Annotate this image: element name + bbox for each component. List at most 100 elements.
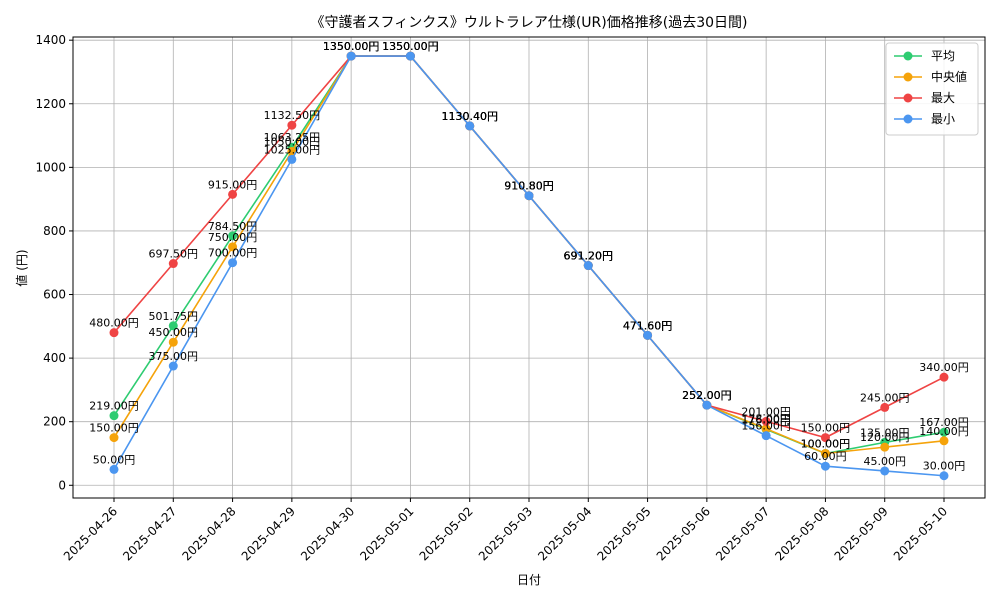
data-label: 1350.00円 xyxy=(323,40,380,53)
data-point xyxy=(643,330,653,340)
data-label: 910.80円 xyxy=(504,180,554,193)
y-tick-label: 1200 xyxy=(35,97,66,111)
data-label: 45.00円 xyxy=(863,455,906,468)
x-tick-label: 2025-04-29 xyxy=(239,504,298,563)
data-label: 750.00円 xyxy=(208,231,258,244)
data-label: 784.50円 xyxy=(208,220,258,233)
data-point xyxy=(761,424,771,434)
grid-lines xyxy=(73,37,985,498)
data-point xyxy=(228,258,238,268)
data-label: 30.00円 xyxy=(923,460,966,473)
data-point xyxy=(168,321,178,331)
data-label: 1050.00円 xyxy=(264,135,321,148)
data-label: 178.00円 xyxy=(741,413,791,426)
data-label: 252.00円 xyxy=(682,389,732,402)
x-tick-label: 2025-05-08 xyxy=(772,504,831,563)
x-tick-label: 2025-04-27 xyxy=(120,504,179,563)
data-label: 1350.00円 xyxy=(382,40,439,53)
data-point xyxy=(820,433,830,443)
data-point xyxy=(880,466,890,476)
data-label: 100.00円 xyxy=(801,437,851,450)
data-label: 60.00円 xyxy=(804,450,847,463)
data-label: 167.00円 xyxy=(919,416,969,429)
legend-label: 最大 xyxy=(931,91,955,105)
data-label: 1025.00円 xyxy=(264,143,321,156)
data-label: 910.80円 xyxy=(504,180,554,193)
x-tick-label: 2025-05-01 xyxy=(357,504,416,563)
data-point xyxy=(583,261,593,271)
data-label: 471.60円 xyxy=(623,319,673,332)
data-point xyxy=(109,328,119,338)
legend-label: 中央値 xyxy=(931,69,967,84)
x-tick-label: 2025-05-06 xyxy=(654,504,713,563)
data-label: 201.00円 xyxy=(741,405,791,418)
x-tick-label: 2025-04-30 xyxy=(298,504,357,563)
legend-marker xyxy=(903,93,913,103)
data-label: 135.00円 xyxy=(860,426,910,439)
x-tick-label: 2025-04-26 xyxy=(61,504,120,563)
legend-marker xyxy=(903,114,913,124)
legend-frame xyxy=(885,42,979,136)
data-label: 501.75円 xyxy=(149,310,199,323)
data-point xyxy=(346,51,356,61)
x-axis-title: 日付 xyxy=(517,573,541,587)
data-label: 1350.00円 xyxy=(323,40,380,53)
data-label: 1350.00円 xyxy=(382,40,439,53)
data-label: 1130.40円 xyxy=(441,110,498,123)
data-point xyxy=(228,189,238,199)
data-label: 1350.00円 xyxy=(382,40,439,53)
data-label: 700.00円 xyxy=(208,247,258,260)
chart-title: 《守護者スフィンクス》ウルトラレア仕様(UR)価格推移(過去30日間) xyxy=(311,15,748,31)
series-layer xyxy=(109,51,949,481)
data-label: 471.60円 xyxy=(623,319,673,332)
y-tick-label: 1400 xyxy=(35,33,66,47)
data-point xyxy=(761,416,771,426)
data-point xyxy=(820,461,830,471)
data-label: 245.00円 xyxy=(860,391,910,404)
data-label: 471.60円 xyxy=(623,319,673,332)
data-label: 471.60円 xyxy=(623,319,673,332)
data-point xyxy=(939,427,949,437)
data-point xyxy=(168,361,178,371)
data-point xyxy=(109,433,119,443)
data-point xyxy=(109,464,119,474)
y-tick-label: 200 xyxy=(43,415,66,429)
data-label: 1063.25円 xyxy=(264,131,321,144)
y-tick-label: 1000 xyxy=(35,160,66,174)
data-label: 219.00円 xyxy=(89,400,139,413)
data-label: 1130.40円 xyxy=(441,110,498,123)
x-tick-label: 2025-05-03 xyxy=(476,504,535,563)
data-point xyxy=(405,51,415,61)
data-point xyxy=(880,442,890,452)
data-point xyxy=(168,259,178,269)
y-tick-label: 0 xyxy=(58,478,66,492)
data-label: 1350.00円 xyxy=(323,40,380,53)
data-point xyxy=(524,191,534,201)
data-point xyxy=(168,337,178,347)
x-tick-label: 2025-05-04 xyxy=(535,504,594,563)
data-label: 1132.50円 xyxy=(264,109,321,122)
data-point xyxy=(287,120,297,130)
legend-item: 中央値 xyxy=(894,69,967,84)
x-tick-label: 2025-05-10 xyxy=(891,504,950,563)
legend-item: 最大 xyxy=(894,91,955,105)
x-tick-label: 2025-04-28 xyxy=(179,504,238,563)
y-axis: 0 200 400 600 800 1000 1200 1400 xyxy=(35,33,73,492)
data-label: 691.20円 xyxy=(564,250,614,263)
data-label: 1350.00円 xyxy=(382,40,439,53)
x-tick-label: 2025-05-05 xyxy=(594,504,653,563)
y-tick-label: 400 xyxy=(43,351,66,365)
y-tick-label: 800 xyxy=(43,224,66,238)
legend-marker xyxy=(903,72,913,82)
data-label: 100.00円 xyxy=(801,437,851,450)
data-label: 915.00円 xyxy=(208,178,258,191)
data-label: 910.80円 xyxy=(504,180,554,193)
data-point xyxy=(465,121,475,131)
legend-marker xyxy=(903,51,913,61)
data-point xyxy=(939,372,949,382)
data-label: 691.20円 xyxy=(564,250,614,263)
legend-item: 最小 xyxy=(894,112,955,126)
